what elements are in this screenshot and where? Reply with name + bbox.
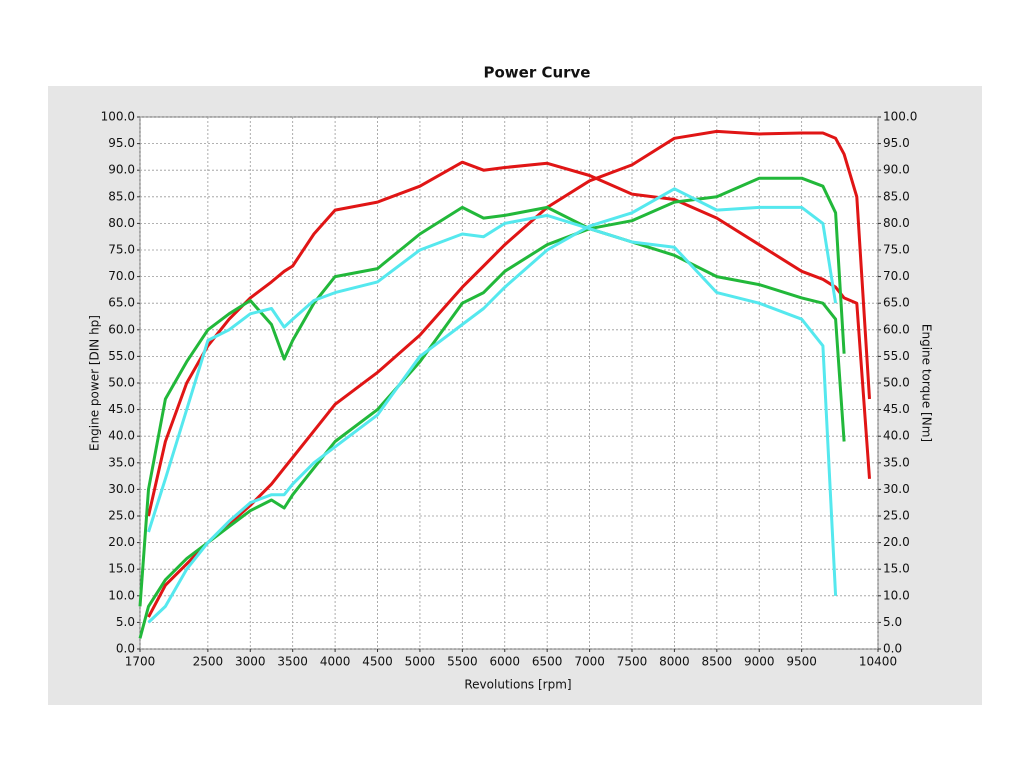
x-tick-label: 5000 bbox=[405, 655, 436, 669]
x-tick-label: 10400 bbox=[859, 655, 897, 669]
y2-tick-label: 65.0 bbox=[883, 296, 910, 310]
x-tick-label: 8500 bbox=[702, 655, 733, 669]
y-tick-label: 45.0 bbox=[108, 402, 135, 416]
y-tick-label: 0.0 bbox=[116, 642, 135, 656]
y2-tick-label: 80.0 bbox=[883, 216, 910, 230]
y2-axis-title: Engine torque [Nm] bbox=[920, 324, 934, 442]
y2-tick-label: 100.0 bbox=[883, 110, 917, 124]
y2-tick-label: 45.0 bbox=[883, 402, 910, 416]
y-tick-label: 35.0 bbox=[108, 455, 135, 469]
y2-tick-label: 10.0 bbox=[883, 588, 910, 602]
y2-tick-label: 75.0 bbox=[883, 243, 910, 257]
y2-tick-label: 20.0 bbox=[883, 535, 910, 549]
y-tick-label: 15.0 bbox=[108, 562, 135, 576]
y2-tick-label: 95.0 bbox=[883, 136, 910, 150]
series-line bbox=[147, 129, 871, 618]
x-tick-label: 1700 bbox=[125, 655, 156, 669]
y2-tick-label: 40.0 bbox=[883, 429, 910, 443]
y-tick-label: 10.0 bbox=[108, 588, 135, 602]
y2-tick-label: 0.0 bbox=[883, 642, 902, 656]
y2-tick-label: 30.0 bbox=[883, 482, 910, 496]
x-tick-label: 6500 bbox=[532, 655, 563, 669]
y-tick-label: 25.0 bbox=[108, 509, 135, 523]
x-tick-label: 4500 bbox=[362, 655, 393, 669]
series-line bbox=[147, 187, 838, 624]
x-tick-label: 3000 bbox=[235, 655, 266, 669]
x-tick-label: 4000 bbox=[320, 655, 351, 669]
y-tick-label: 90.0 bbox=[108, 163, 135, 177]
y2-tick-label: 15.0 bbox=[883, 562, 910, 576]
x-tick-label: 6000 bbox=[489, 655, 520, 669]
y-tick-label: 100.0 bbox=[101, 110, 135, 124]
y-tick-label: 20.0 bbox=[108, 535, 135, 549]
y2-tick-label: 5.0 bbox=[883, 615, 902, 629]
y-tick-label: 95.0 bbox=[108, 136, 135, 150]
x-tick-label: 9500 bbox=[786, 655, 817, 669]
x-tick-label: 7000 bbox=[574, 655, 605, 669]
y-tick-label: 5.0 bbox=[116, 615, 135, 629]
series-line bbox=[138, 205, 846, 607]
y2-tick-label: 70.0 bbox=[883, 269, 910, 283]
y-axis-title: Engine power [DIN hp] bbox=[88, 315, 102, 451]
y-tick-label: 70.0 bbox=[108, 269, 135, 283]
x-tick-label: 5500 bbox=[447, 655, 478, 669]
y-tick-label: 60.0 bbox=[108, 322, 135, 336]
y2-tick-label: 55.0 bbox=[883, 349, 910, 363]
x-axis-title: Revolutions [rpm] bbox=[464, 678, 571, 692]
y2-tick-label: 25.0 bbox=[883, 509, 910, 523]
y-tick-label: 30.0 bbox=[108, 482, 135, 496]
series-line bbox=[147, 213, 838, 596]
x-tick-label: 8000 bbox=[659, 655, 690, 669]
chart-title: Power Curve bbox=[484, 64, 591, 82]
y-tick-label: 65.0 bbox=[108, 296, 135, 310]
x-tick-label: 3500 bbox=[277, 655, 308, 669]
x-tick-label: 2500 bbox=[193, 655, 224, 669]
y2-tick-label: 90.0 bbox=[883, 163, 910, 177]
y-tick-label: 50.0 bbox=[108, 376, 135, 390]
x-tick-label: 9000 bbox=[744, 655, 775, 669]
y-tick-label: 55.0 bbox=[108, 349, 135, 363]
y-tick-label: 40.0 bbox=[108, 429, 135, 443]
y-tick-label: 75.0 bbox=[108, 243, 135, 257]
y2-tick-label: 35.0 bbox=[883, 455, 910, 469]
y-tick-label: 80.0 bbox=[108, 216, 135, 230]
y2-tick-label: 60.0 bbox=[883, 322, 910, 336]
x-tick-label: 7500 bbox=[617, 655, 648, 669]
y2-tick-label: 85.0 bbox=[883, 189, 910, 203]
y2-tick-label: 50.0 bbox=[883, 376, 910, 390]
y-tick-label: 85.0 bbox=[108, 189, 135, 203]
